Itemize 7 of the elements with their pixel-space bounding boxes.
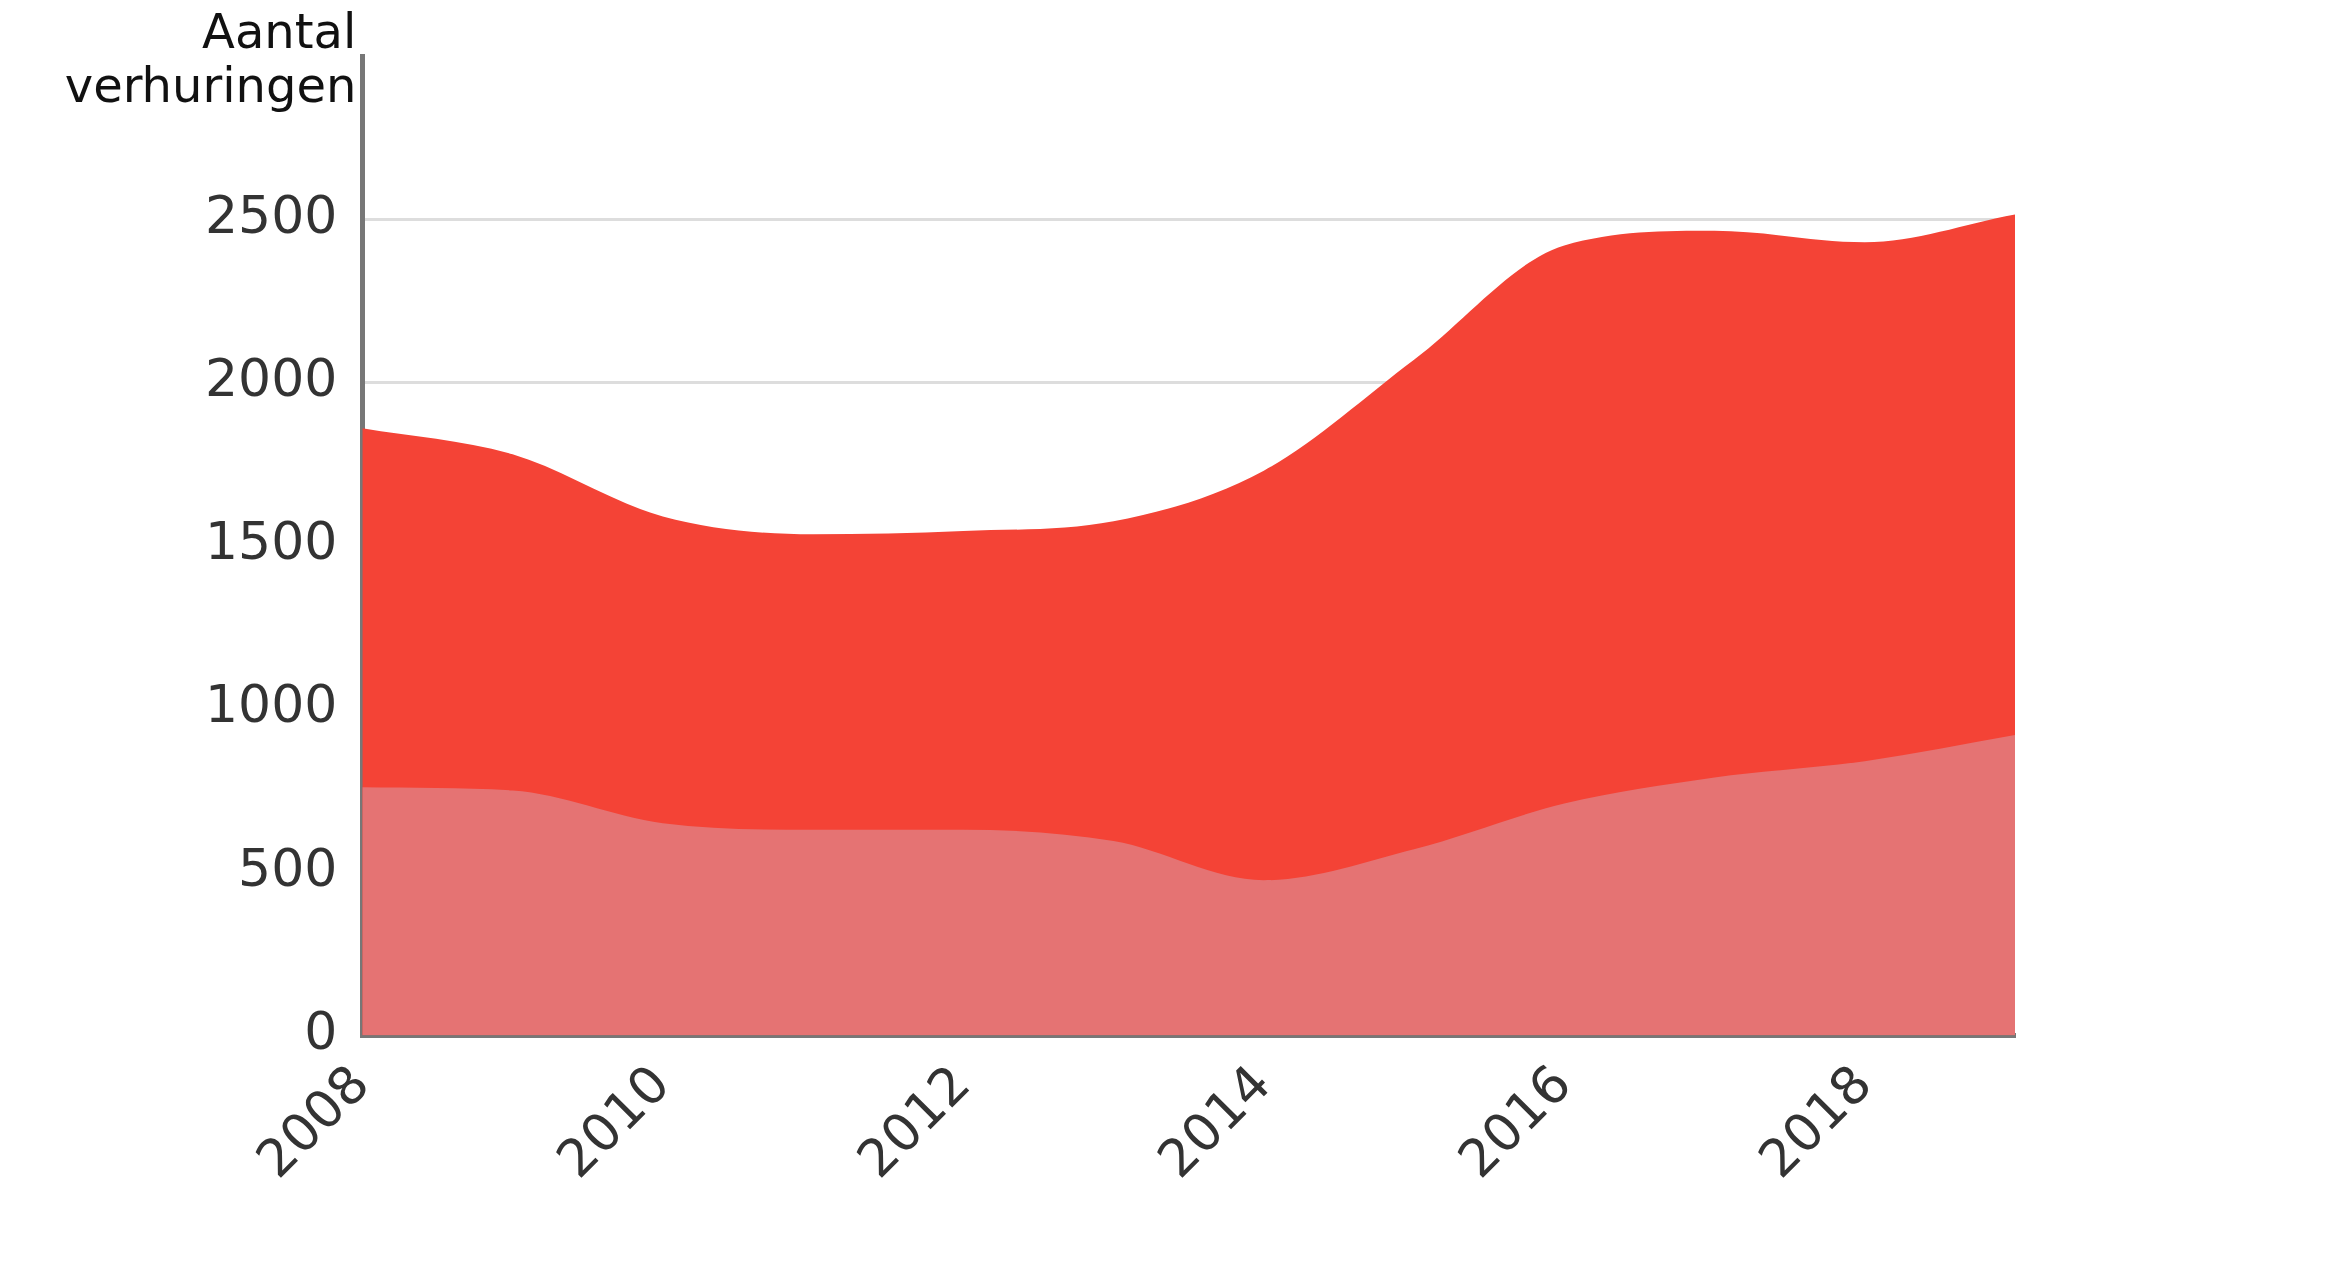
y-tick-label: 0 — [304, 1000, 338, 1061]
y-axis-title: Aantal verhuringen — [64, 3, 357, 114]
y-tick-label: 1500 — [204, 511, 338, 572]
y-tick-label: 2500 — [204, 184, 338, 245]
y-tick-label: 500 — [238, 837, 338, 898]
y-tick-label: 2000 — [204, 348, 338, 409]
y-tick-label: 1000 — [204, 674, 338, 735]
